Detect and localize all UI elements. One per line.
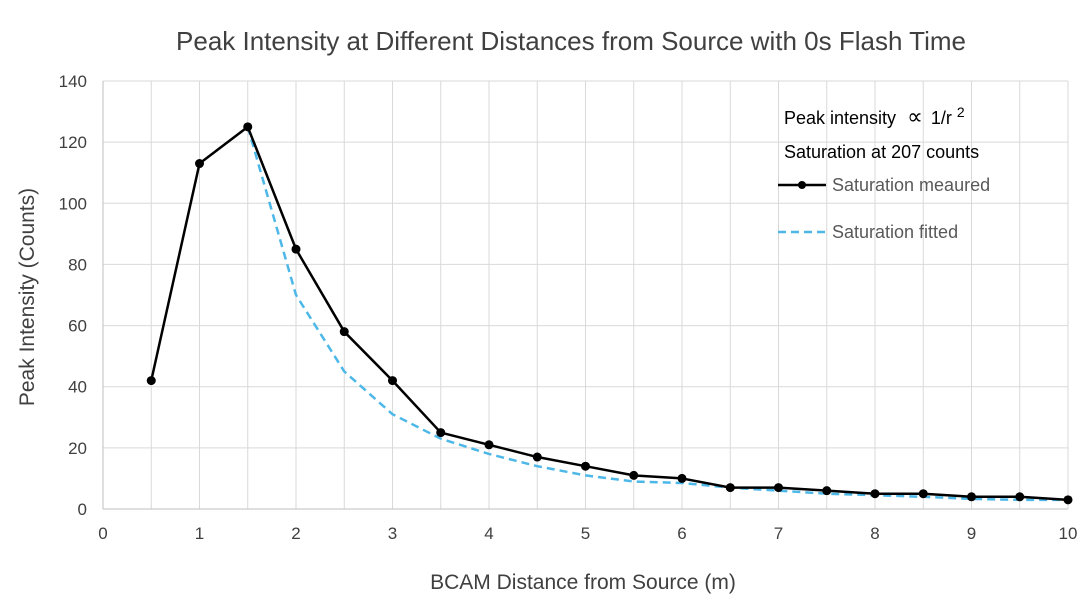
data-point-saturation-meaured [339,327,349,337]
axes [102,81,1068,510]
data-point-saturation-meaured [146,376,156,386]
x-tick-label: 2 [291,524,300,543]
data-point-saturation-meaured [918,489,928,499]
data-point-saturation-meaured [1063,495,1073,505]
legend-label-measured: Saturation meaured [832,175,990,195]
data-point-saturation-meaured [870,489,880,499]
data-point-saturation-meaured [484,440,494,450]
proportional-symbol: ∝ [907,104,923,129]
data-point-saturation-meaured [822,486,832,496]
series-line-saturation-meaured [150,125,1069,502]
x-tick-label: 9 [967,524,976,543]
data-point-saturation-meaured [388,376,397,386]
legend: Saturation meaured Saturation fitted [778,175,990,242]
y-tick-label: 20 [68,439,87,458]
y-tick-label: 60 [68,317,87,336]
x-tick-label: 5 [581,524,590,543]
annotation-exponent: 2 [957,104,965,120]
x-tick-labels: 0 1 2 3 4 5 6 7 8 9 10 [98,524,1077,543]
data-point-saturation-meaured [774,483,783,493]
x-tick-label: 3 [388,524,397,543]
series-layer [146,122,1073,505]
data-point-saturation-meaured [677,473,687,483]
data-point-saturation-meaured [1015,492,1025,502]
y-tick-label: 120 [59,133,87,152]
data-point-saturation-meaured [532,452,542,462]
x-tick-label: 0 [98,524,107,543]
x-axis-title: BCAM Distance from Source (m) [430,571,736,594]
data-point-saturation-meaured [967,492,976,502]
y-tick-label: 0 [78,500,87,519]
x-tick-label: 4 [484,524,493,543]
y-axis-title: Peak Intensity (Counts) [16,188,39,406]
y-tick-label: 100 [59,194,87,213]
annotation: Peak intensity ∝ 1/r 2 Saturation at 207… [784,104,979,162]
data-point-saturation-meaured [243,122,253,132]
y-tick-label: 40 [68,378,87,397]
x-tick-label: 8 [870,524,879,543]
y-tick-label: 140 [59,72,87,91]
annotation-text: Peak intensity [784,108,896,128]
x-tick-label: 7 [774,524,783,543]
legend-label-fitted: Saturation fitted [832,222,958,242]
series-line-saturation-fitted [246,126,1068,502]
data-point-saturation-meaured [291,244,301,254]
data-point-saturation-meaured [195,159,204,169]
data-point-saturation-meaured [436,428,446,438]
data-point-saturation-meaured [581,461,590,471]
annotation-line-2: Saturation at 207 counts [784,142,979,162]
y-tick-label: 80 [68,255,87,274]
annotation-expression: 1/r [931,108,952,128]
x-tick-label: 10 [1059,524,1078,543]
x-tick-label: 1 [195,524,204,543]
legend-marker-measured [798,181,806,189]
annotation-line-1: Peak intensity ∝ 1/r 2 [784,104,965,129]
data-point-saturation-meaured [725,483,735,493]
y-tick-labels: 0 20 40 60 80 100 120 140 [59,72,87,519]
gridlines [103,80,1069,509]
x-tick-label: 6 [677,524,686,543]
chart-title: Peak Intensity at Different Distances fr… [176,26,966,56]
data-point-saturation-meaured [629,470,639,480]
